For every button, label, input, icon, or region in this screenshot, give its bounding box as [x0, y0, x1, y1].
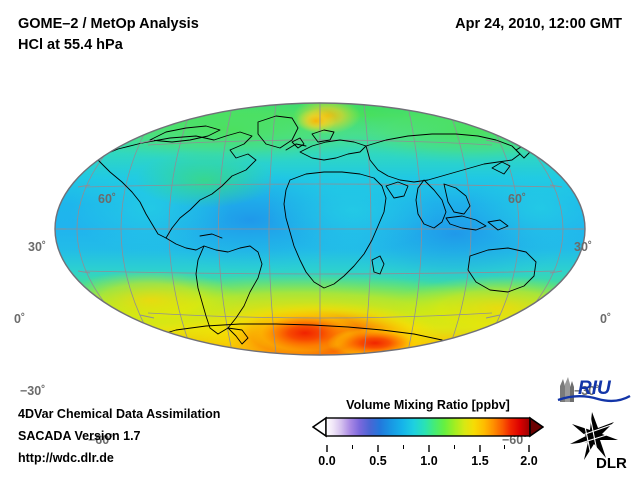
species-level-title: HCl at 55.4 hPa: [18, 37, 123, 53]
footer-method: 4DVar Chemical Data Assimilation: [18, 407, 221, 421]
colorbar-over-arrow: [529, 416, 545, 438]
footer-info-block: 4DVar Chemical Data Assimilation SACADA …: [18, 403, 220, 469]
colorbar-under-arrow: [311, 416, 327, 438]
latitude-ticks: [56, 139, 584, 319]
colorbar-tick-0: 0.0: [318, 454, 336, 468]
lat-label-right-30: 30˚: [574, 240, 593, 254]
globe-outline: [54, 102, 586, 356]
colorbar-ticks: [326, 445, 530, 452]
lat-label-left-0: 0˚: [14, 312, 26, 326]
lat-label-right-0: 0˚: [600, 312, 612, 326]
global-map-panel: 60˚ 30˚ 0˚ −30˚ −60˚ 60˚ 30˚ 0˚ −30˚ −60…: [0, 88, 640, 447]
footer-url[interactable]: http://wdc.dlr.de: [18, 451, 114, 465]
observation-timestamp: Apr 24, 2010, 12:00 GMT: [455, 16, 622, 32]
mollweide-map: [54, 102, 586, 356]
lat-label-left-m30: −30˚: [20, 384, 46, 398]
lat-label-left-m60: −60˚: [88, 433, 114, 447]
colorbar-tick-1: 0.5: [369, 454, 387, 468]
colorbar-title: Volume Mixing Ratio [ppbv]: [346, 398, 510, 412]
dlr-logo: DLR: [570, 412, 627, 472]
lat-label-left-60: 60˚: [98, 192, 117, 206]
riu-logo: RIU: [557, 377, 631, 403]
colorbar-tick-2: 1.0: [420, 454, 438, 468]
colorbar-tick-4: 2.0: [520, 454, 538, 468]
lat-label-right-m30: −30˚: [574, 384, 600, 398]
colorbar: Volume Mixing Ratio [ppbv]: [311, 398, 545, 471]
header-title-block: GOME–2 / MetOp Analysis HCl at 55.4 hPa: [18, 14, 199, 56]
colorbar-tick-3: 1.5: [471, 454, 489, 468]
dlr-emblem-lines: [573, 415, 617, 461]
analysis-title: GOME–2 / MetOp Analysis: [18, 16, 199, 32]
lat-label-left-30: 30˚: [28, 240, 47, 254]
riu-logo-text: RIU: [578, 378, 612, 399]
dlr-logo-text: DLR: [596, 455, 627, 472]
lat-label-right-60: 60˚: [508, 192, 527, 206]
footer-version: SACADA Version 1.7: [18, 429, 141, 443]
colorbar-swatch: [311, 416, 545, 438]
graticule: [59, 103, 580, 355]
